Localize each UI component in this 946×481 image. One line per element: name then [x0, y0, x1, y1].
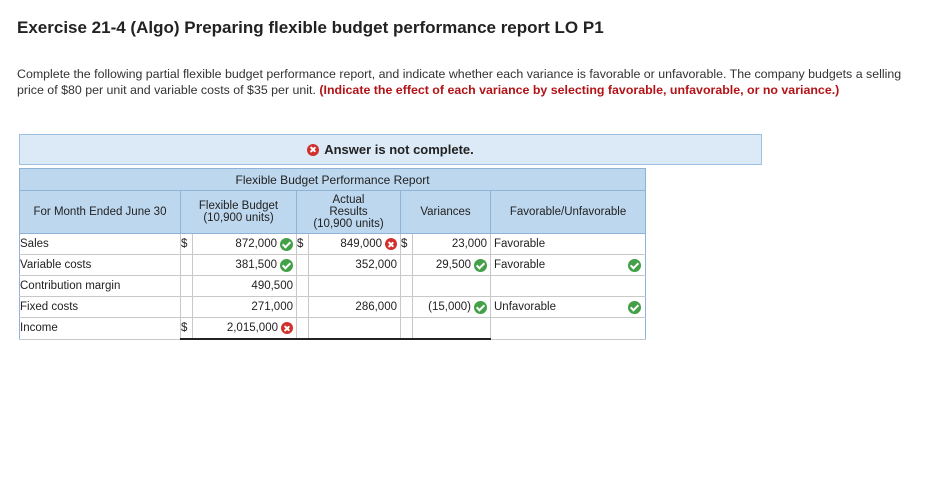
variance-input[interactable]: [412, 275, 491, 297]
favorable-unfavorable-value: Favorable: [494, 238, 546, 250]
actual-results-input[interactable]: 849,000: [308, 233, 401, 255]
variance-currency: [400, 254, 413, 276]
banner-text: Answer is not complete.: [324, 142, 474, 157]
favorable-unfavorable-value: Unfavorable: [494, 301, 557, 313]
instructions-text: Complete the following partial flexible …: [17, 67, 902, 97]
variance-value: 29,500: [435, 259, 471, 271]
flex-budget-value: 2,015,000: [226, 322, 278, 334]
row-label: Fixed costs: [19, 296, 181, 318]
flex-budget-input[interactable]: 872,000: [192, 233, 297, 255]
favorable-unfavorable-select[interactable]: Unfavorable: [489, 296, 647, 318]
flex-currency: [180, 296, 193, 318]
variance-currency: $: [400, 233, 413, 255]
actual-results-input[interactable]: [308, 275, 401, 297]
favorable-unfavorable-select[interactable]: [489, 275, 647, 297]
table-row: Contribution margin 490,500: [19, 275, 647, 297]
actual-results-input[interactable]: [308, 317, 401, 340]
favorable-unfavorable-select[interactable]: Favorable: [489, 233, 647, 255]
actual-results-input[interactable]: 352,000: [308, 254, 401, 276]
table-row: Sales $872,000 $849,000 $23,000 Favorable: [19, 233, 647, 255]
correct-check-icon: [628, 300, 642, 314]
instructions: Complete the following partial flexible …: [17, 66, 917, 98]
correct-check-icon: [280, 237, 293, 251]
correct-check-icon: [474, 258, 487, 272]
flex-budget-input[interactable]: 2,015,000: [192, 317, 297, 340]
flex-budget-input[interactable]: 271,000: [192, 296, 297, 318]
favorable-unfavorable-value: Favorable: [494, 259, 546, 271]
row-label: Contribution margin: [19, 275, 181, 297]
actual-currency: [296, 254, 309, 276]
variance-input[interactable]: [412, 317, 491, 340]
header-flexible-budget: Flexible Budget (10,900 units): [180, 190, 297, 234]
flex-currency: $: [180, 317, 193, 340]
variance-value: (15,000): [428, 301, 471, 313]
correct-check-icon: [474, 300, 487, 314]
header-favorable-unfavorable: Favorable/Unfavorable: [489, 190, 647, 234]
variance-input[interactable]: 29,500: [412, 254, 491, 276]
actual-currency: [296, 275, 309, 297]
variance-input[interactable]: (15,000): [412, 296, 491, 318]
actual-results-input[interactable]: 286,000: [308, 296, 401, 318]
instructions-emphasis: (Indicate the effect of each variance by…: [319, 83, 840, 97]
actual-currency: $: [296, 233, 309, 255]
flex-budget-value: 381,500: [235, 259, 277, 271]
variance-value: 23,000: [451, 238, 487, 250]
header-variances: Variances: [400, 190, 491, 234]
flexible-budget-report: Flexible Budget Performance Report For M…: [18, 168, 647, 340]
flex-budget-value: 490,500: [251, 280, 293, 292]
flex-budget-input[interactable]: 381,500: [192, 254, 297, 276]
row-label: Sales: [19, 233, 181, 255]
row-label: Income: [19, 317, 181, 340]
incorrect-icon: [281, 322, 293, 334]
flex-budget-value: 872,000: [235, 238, 277, 250]
correct-check-icon: [280, 258, 293, 272]
favorable-unfavorable-select[interactable]: Favorable: [489, 254, 647, 276]
report-caption: Flexible Budget Performance Report: [18, 168, 647, 191]
flex-currency: [180, 254, 193, 276]
correct-check-icon: [628, 258, 642, 272]
favorable-unfavorable-select[interactable]: [489, 317, 647, 340]
actual-results-value: 352,000: [355, 259, 397, 271]
actual-currency: [296, 317, 309, 340]
flex-budget-value: 271,000: [251, 301, 293, 313]
actual-currency: [296, 296, 309, 318]
table-row: Fixed costs 271,000 286,000 (15,000) Unfavor…: [19, 296, 647, 318]
table-row: Variable costs 381,500 352,000 29,500 Favora…: [19, 254, 647, 276]
variance-currency: [400, 296, 413, 318]
flex-budget-input[interactable]: 490,500: [192, 275, 297, 297]
incorrect-icon: [307, 143, 320, 156]
header-actual-results: Actual Results (10,900 units): [296, 190, 401, 234]
variance-input[interactable]: 23,000: [412, 233, 491, 255]
actual-results-value: 849,000: [340, 238, 382, 250]
variance-currency: [400, 275, 413, 297]
header-period: For Month Ended June 30: [19, 190, 181, 234]
variance-currency: [400, 317, 413, 340]
flex-currency: [180, 275, 193, 297]
incorrect-icon: [385, 238, 397, 250]
actual-results-value: 286,000: [355, 301, 397, 313]
answer-status-banner: Answer is not complete.: [19, 134, 762, 165]
table-row: Income $2,015,000: [19, 317, 647, 340]
exercise-title: Exercise 21-4 (Algo) Preparing flexible …: [17, 18, 604, 37]
flex-currency: $: [180, 233, 193, 255]
row-label: Variable costs: [19, 254, 181, 276]
